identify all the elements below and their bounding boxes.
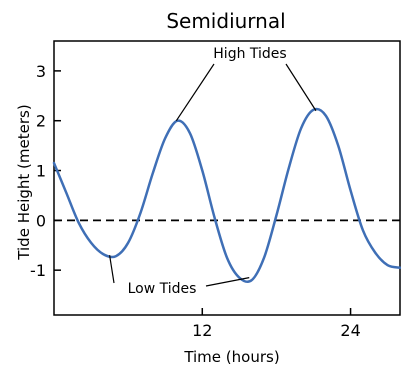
y-tick-label: -1 [30, 261, 46, 280]
annotation-pointer [109, 255, 115, 284]
y-axis-label: Tide Height (meters) [15, 104, 33, 260]
annotations: High Tides Low Tides [109, 46, 317, 297]
x-axis: 12 24 [192, 308, 361, 340]
chart-title: Semidiurnal [166, 9, 285, 33]
plot-area-frame [53, 40, 401, 316]
y-tick-label: 2 [36, 112, 46, 131]
x-axis-label: Time (hours) [183, 348, 279, 366]
annotation-pointer [285, 63, 317, 112]
y-tick-label: 1 [36, 162, 46, 181]
annotation-label: High Tides [213, 46, 286, 62]
y-tick-label: 0 [36, 211, 46, 230]
annotation-label: Low Tides [128, 281, 197, 297]
tide-height-series [52, 107, 401, 284]
annotation-pointer [205, 277, 250, 287]
x-tick-label: 12 [192, 321, 212, 340]
y-axis: 3 2 1 0 -1 [30, 62, 61, 280]
y-tick-label: 3 [36, 62, 46, 81]
x-tick-label: 24 [340, 321, 360, 340]
annotation-pointer [175, 63, 215, 122]
